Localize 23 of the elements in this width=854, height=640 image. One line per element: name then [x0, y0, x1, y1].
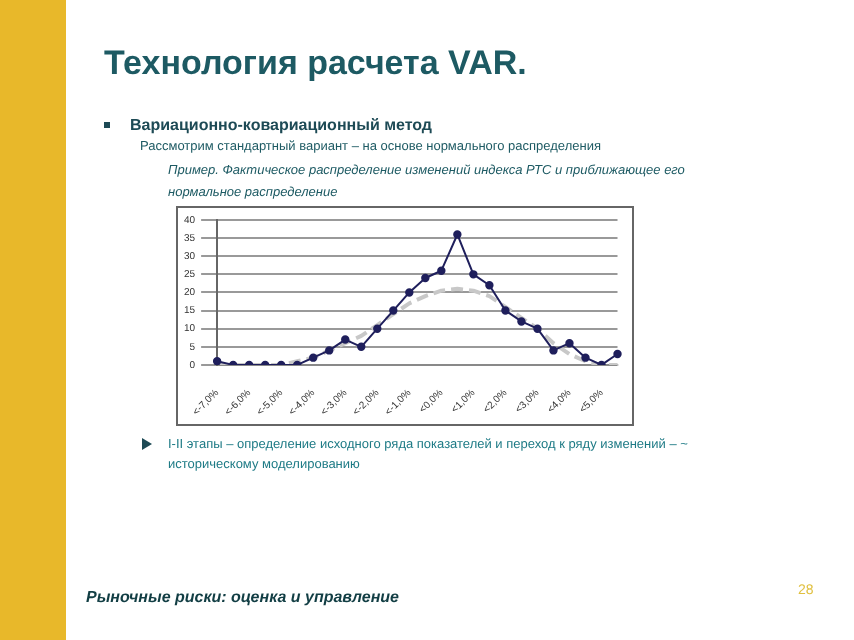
point [421, 273, 430, 283]
point [453, 230, 462, 239]
point [565, 338, 574, 348]
point [309, 353, 318, 362]
text: Рыночные риски: оценка и управление [86, 588, 399, 606]
point [469, 270, 478, 279]
text: Вариационно-ковариационный метод [130, 116, 433, 134]
point [613, 349, 622, 359]
point [517, 317, 526, 326]
point [533, 324, 542, 333]
point [341, 335, 350, 344]
point [501, 306, 510, 315]
point [325, 346, 334, 355]
point [549, 346, 558, 355]
point [389, 306, 398, 315]
point [581, 353, 590, 362]
chart-title: Технология расчета VAR. [104, 44, 527, 84]
point [373, 324, 382, 333]
point [212, 357, 222, 365]
point [437, 266, 446, 275]
point [357, 342, 366, 351]
point [485, 281, 494, 290]
point [405, 288, 414, 297]
